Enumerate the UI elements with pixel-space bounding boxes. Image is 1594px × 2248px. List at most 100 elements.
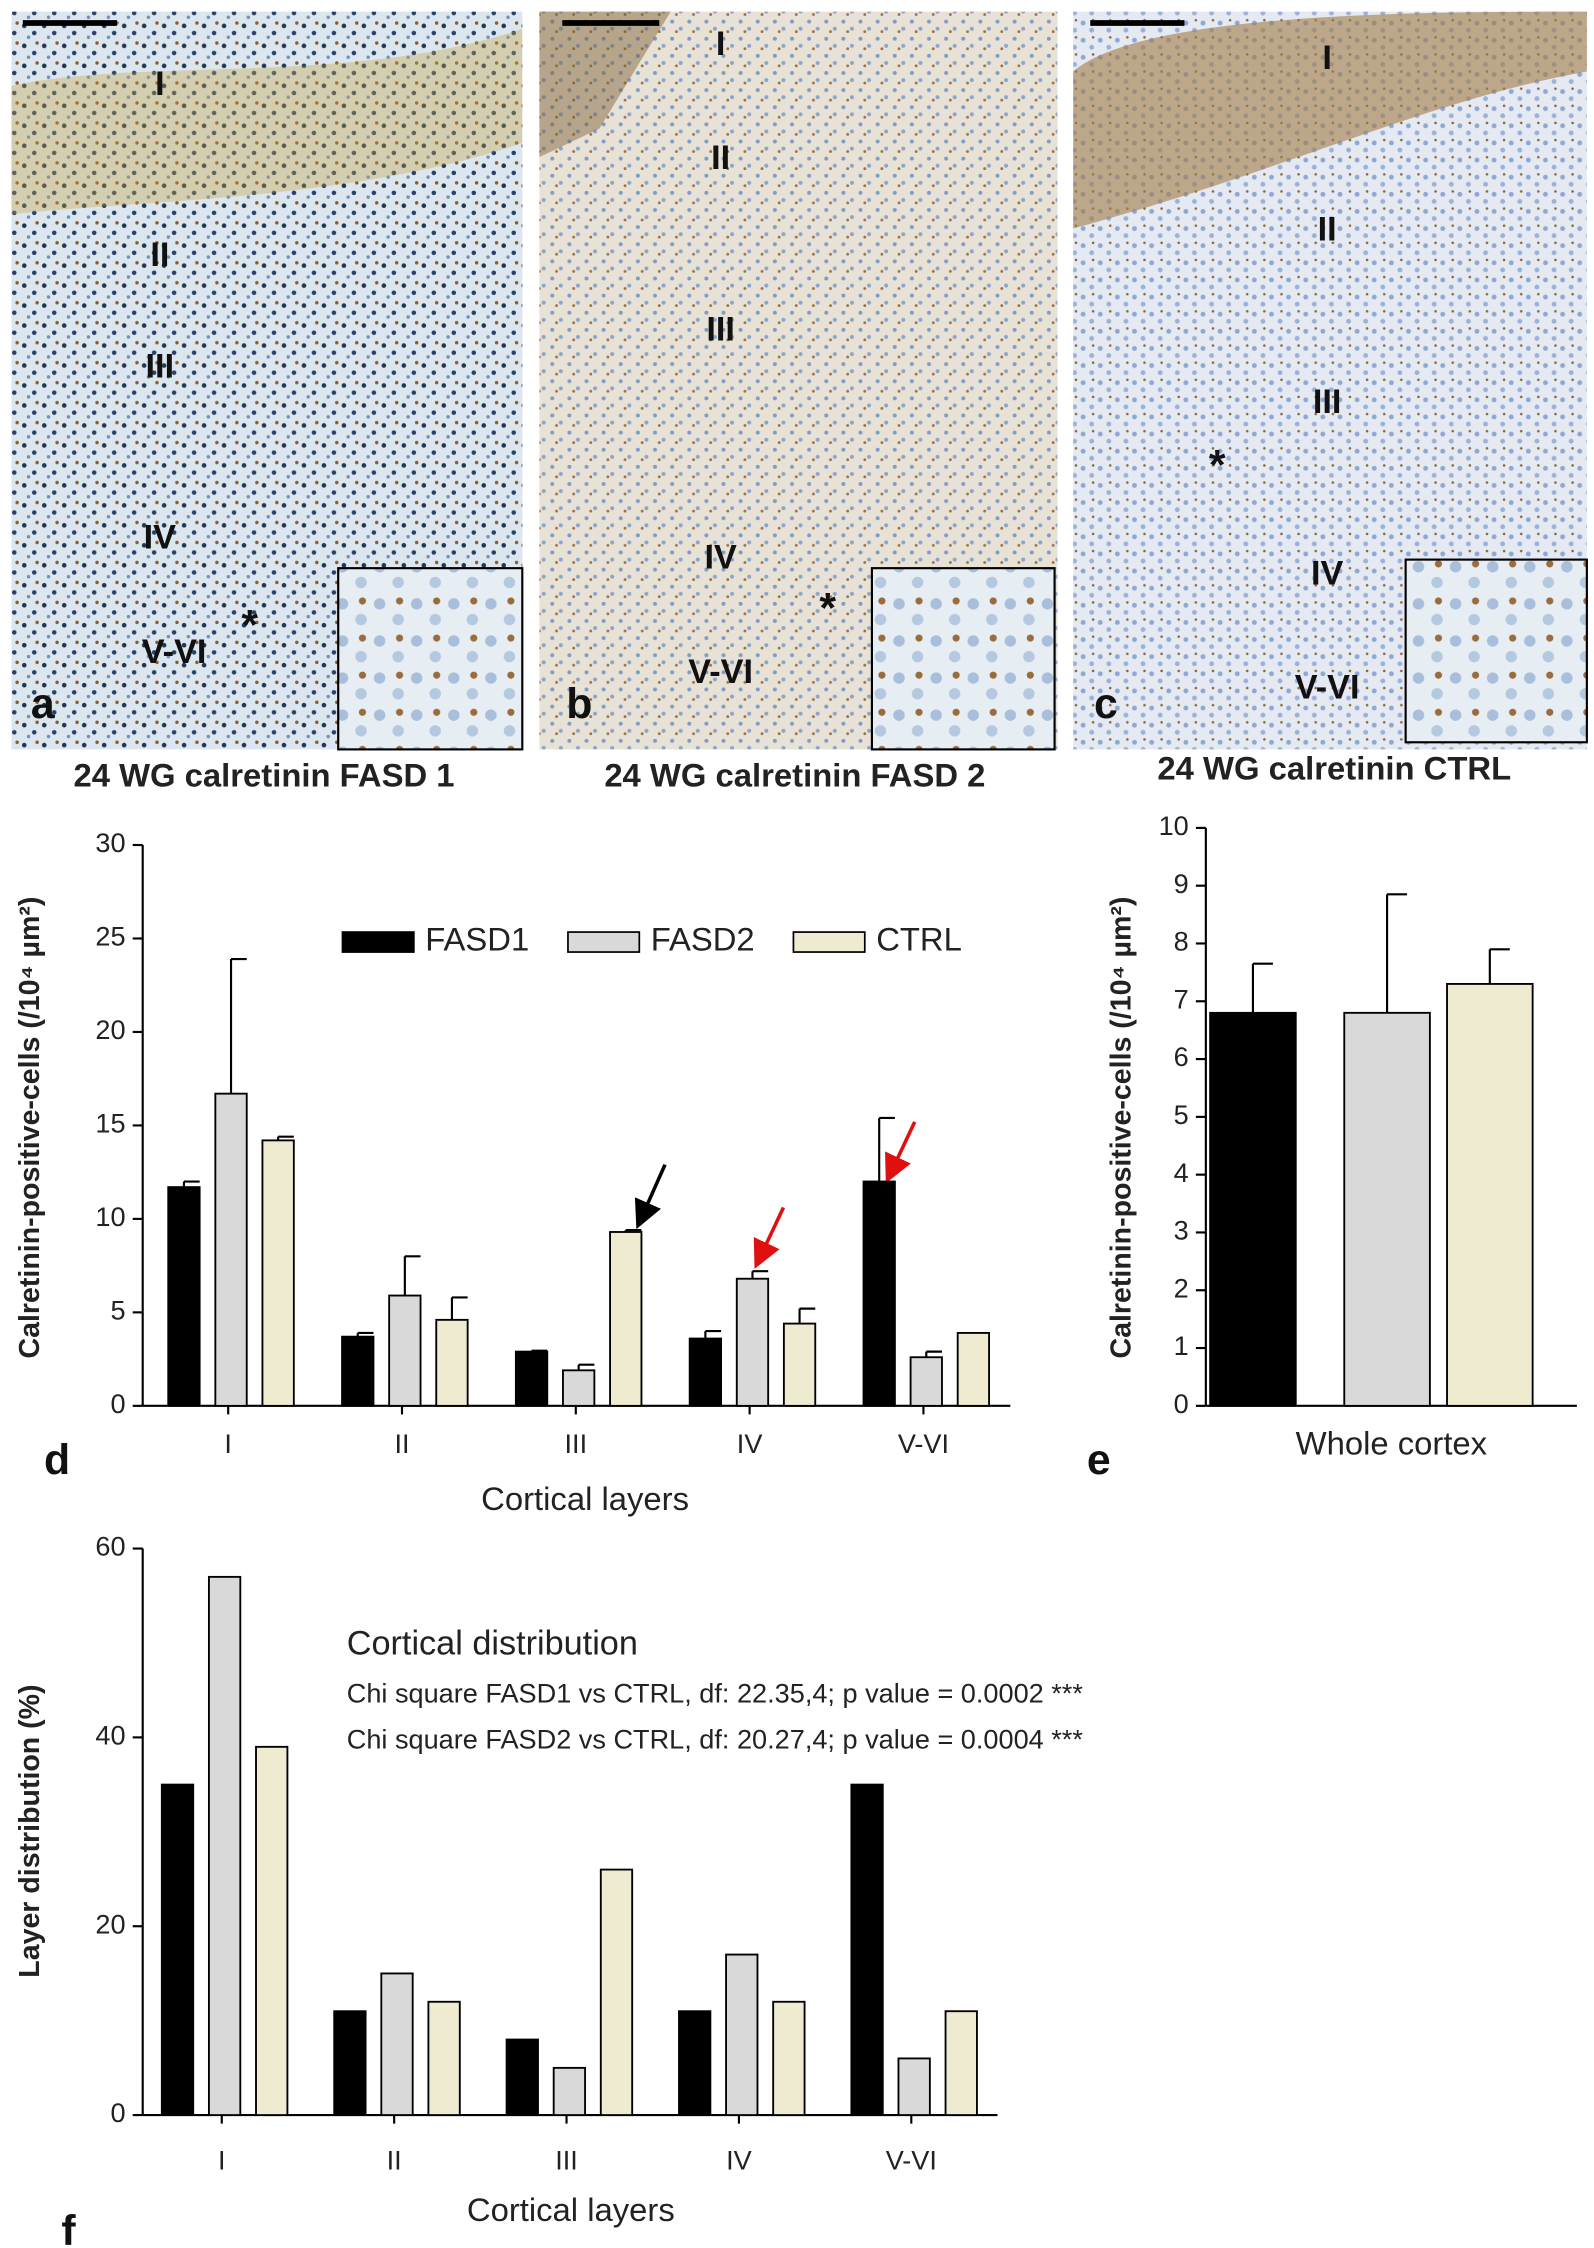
y-tick-label: 20 bbox=[95, 1908, 125, 1939]
y-tick-label: 6 bbox=[1174, 1041, 1189, 1072]
bar bbox=[207, 1575, 242, 2117]
y-tick-label: 1 bbox=[1174, 1330, 1189, 1361]
bar bbox=[909, 1356, 943, 1407]
y-tick-label: 4 bbox=[1174, 1157, 1189, 1188]
bar bbox=[688, 1337, 723, 1407]
y-tick-label: 8 bbox=[1174, 926, 1189, 957]
arrow bbox=[885, 1121, 917, 1184]
error-bar bbox=[624, 1229, 642, 1232]
bar bbox=[380, 1972, 414, 2117]
layer-label: III bbox=[1313, 383, 1342, 421]
y-tick-label: 20 bbox=[95, 1014, 125, 1045]
y-axis-label: Calretinin-positive-cells (/10⁴ µm²) bbox=[14, 897, 46, 1359]
bar bbox=[261, 1139, 295, 1407]
annotation: Cortical distribution bbox=[347, 1625, 638, 1663]
panel-letter: b bbox=[566, 680, 592, 728]
legend-swatch bbox=[341, 931, 415, 953]
error-bar bbox=[1386, 893, 1408, 1013]
error-bar bbox=[403, 1255, 421, 1296]
error-bar bbox=[577, 1363, 595, 1371]
bar bbox=[1209, 1011, 1297, 1407]
inset bbox=[1404, 558, 1588, 744]
arrow bbox=[634, 1163, 667, 1230]
panel-letter: e bbox=[1087, 1436, 1111, 1484]
x-tick-label: III bbox=[565, 1428, 588, 1459]
y-tick-label: 7 bbox=[1174, 983, 1189, 1014]
bar bbox=[944, 2010, 978, 2117]
bar bbox=[552, 2066, 587, 2117]
y-tick-label: 5 bbox=[111, 1295, 126, 1326]
error-bar bbox=[450, 1296, 468, 1320]
layer-label: V-VI bbox=[688, 653, 753, 691]
y-tick-label: 0 bbox=[111, 2097, 126, 2128]
bar bbox=[341, 1335, 375, 1407]
panel-letter: d bbox=[44, 1436, 70, 1484]
bar bbox=[388, 1294, 422, 1407]
bar bbox=[333, 2010, 367, 2117]
y-tick-label: 25 bbox=[95, 921, 125, 952]
x-tick-label: Whole cortex bbox=[1296, 1424, 1488, 1461]
marker: * bbox=[1209, 442, 1226, 490]
bar bbox=[1446, 983, 1534, 1407]
error-bar bbox=[925, 1350, 942, 1358]
legend-label: FASD2 bbox=[651, 921, 755, 958]
error-bar bbox=[751, 1270, 769, 1279]
error-bar bbox=[878, 1116, 895, 1182]
layer-label: IV bbox=[144, 519, 177, 557]
y-tick-label: 0 bbox=[111, 1388, 126, 1419]
x-tick-label: II bbox=[387, 2144, 402, 2175]
inset bbox=[870, 567, 1056, 751]
error-bar bbox=[229, 957, 247, 1094]
y-tick-label: 15 bbox=[95, 1108, 125, 1139]
x-tick-label: I bbox=[218, 2144, 226, 2175]
bar bbox=[255, 1745, 289, 2117]
layer-label: IV bbox=[704, 539, 737, 577]
annotation: Chi square FASD2 vs CTRL, df: 20.27,4; p… bbox=[347, 1723, 1084, 1754]
marker: * bbox=[241, 601, 258, 649]
x-tick-label: IV bbox=[726, 2144, 752, 2175]
x-axis-label: Cortical layers bbox=[467, 2191, 675, 2228]
x-axis-label: Cortical layers bbox=[481, 1480, 689, 1517]
x-tick-label: II bbox=[394, 1428, 409, 1459]
x-tick-label: III bbox=[555, 2144, 578, 2175]
inset bbox=[337, 567, 524, 751]
panel-letter: c bbox=[1094, 680, 1118, 728]
y-tick-label: 10 bbox=[95, 1201, 125, 1232]
layer-label: II bbox=[711, 139, 730, 177]
legend-label: CTRL bbox=[876, 921, 962, 958]
bar bbox=[160, 1783, 195, 2117]
bar bbox=[678, 2010, 712, 2117]
layer-band bbox=[539, 11, 671, 158]
layer-label: II bbox=[1318, 210, 1337, 248]
bar bbox=[1343, 1011, 1431, 1407]
bar bbox=[435, 1318, 469, 1407]
y-tick-label: 0 bbox=[1174, 1388, 1189, 1419]
caption: 24 WG calretinin FASD 1 bbox=[73, 757, 454, 794]
error-bar bbox=[277, 1135, 294, 1141]
layer-label: III bbox=[146, 347, 175, 385]
layer-label: V-VI bbox=[1295, 669, 1360, 707]
caption: 24 WG calretinin FASD 2 bbox=[604, 757, 985, 794]
error-bar bbox=[182, 1180, 200, 1188]
bar bbox=[782, 1322, 817, 1407]
bar bbox=[514, 1350, 549, 1407]
bar bbox=[427, 2000, 461, 2117]
bar bbox=[599, 1868, 634, 2117]
bar bbox=[562, 1369, 596, 1407]
layer-label: III bbox=[706, 310, 735, 348]
layer-band bbox=[1073, 11, 1587, 229]
x-tick-label: I bbox=[224, 1428, 232, 1459]
marker: * bbox=[819, 584, 836, 632]
y-tick-label: 10 bbox=[1159, 810, 1189, 841]
layer-label: V-VI bbox=[142, 633, 207, 671]
layer-label: I bbox=[155, 65, 165, 103]
layer-label: I bbox=[716, 25, 726, 63]
y-tick-label: 2 bbox=[1174, 1272, 1189, 1303]
legend-swatch bbox=[792, 931, 866, 953]
layer-label: II bbox=[150, 236, 169, 274]
bar bbox=[735, 1277, 770, 1407]
bar bbox=[214, 1092, 248, 1407]
bar bbox=[725, 1953, 759, 2117]
